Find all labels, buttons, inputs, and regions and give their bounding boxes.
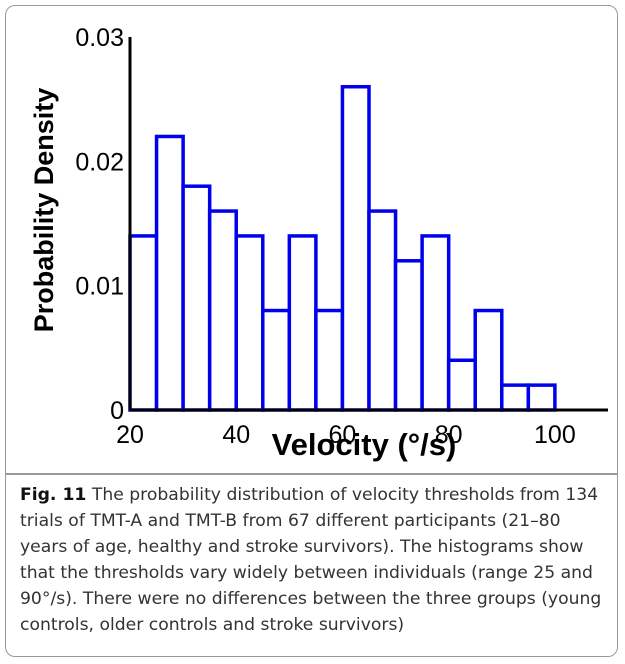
y-axis-title: Probability Density [29, 88, 59, 333]
y-tick-label: 0.03 [75, 24, 124, 52]
histogram-bar-10 [367, 209, 398, 412]
x-tick-label: 40 [222, 421, 250, 449]
histogram-bar-12 [420, 234, 451, 412]
x-tick-label: 20 [116, 421, 144, 449]
x-tick-label: 80 [435, 421, 463, 449]
histogram-bar-11 [393, 259, 424, 412]
caption-divider [5, 473, 618, 475]
caption-text: The probability distribution of velocity… [20, 485, 602, 635]
histogram-bar-14 [473, 308, 504, 412]
x-tick-label: 60 [329, 421, 357, 449]
histogram-bar-8 [314, 308, 345, 412]
histogram-bar-13 [446, 358, 477, 412]
x-axis-title: Velocity (°/s) [272, 427, 457, 462]
y-tick-label: 0 [110, 397, 124, 425]
histogram-bar-5 [234, 234, 265, 412]
y-tick-label: 0.01 [75, 273, 124, 301]
figure-label: Fig. 11 [20, 485, 87, 505]
histogram-bar-4 [207, 209, 238, 412]
histogram-bar-15 [500, 383, 531, 412]
histogram-bar-16 [526, 383, 557, 412]
tick-labels-group: 0 0.01 0.02 0.03 20 40 60 80 100 [75, 24, 575, 449]
axes-group [128, 37, 608, 412]
y-tick-label: 0.02 [75, 148, 124, 176]
histogram-bar-6 [261, 308, 292, 412]
bars-group [128, 84, 557, 412]
figure-caption: Fig. 11 The probability distribution of … [20, 482, 610, 638]
histogram-chart: 0 0.01 0.02 0.03 20 40 60 80 100 Probability Den… [29, 24, 608, 462]
histogram-bar-7 [287, 234, 318, 412]
x-tick-label: 100 [534, 421, 576, 449]
histogram-bar-2 [154, 134, 185, 412]
histogram-bar-1 [128, 234, 159, 412]
histogram-bar-9 [340, 84, 371, 412]
histogram-bar-3 [181, 184, 212, 412]
